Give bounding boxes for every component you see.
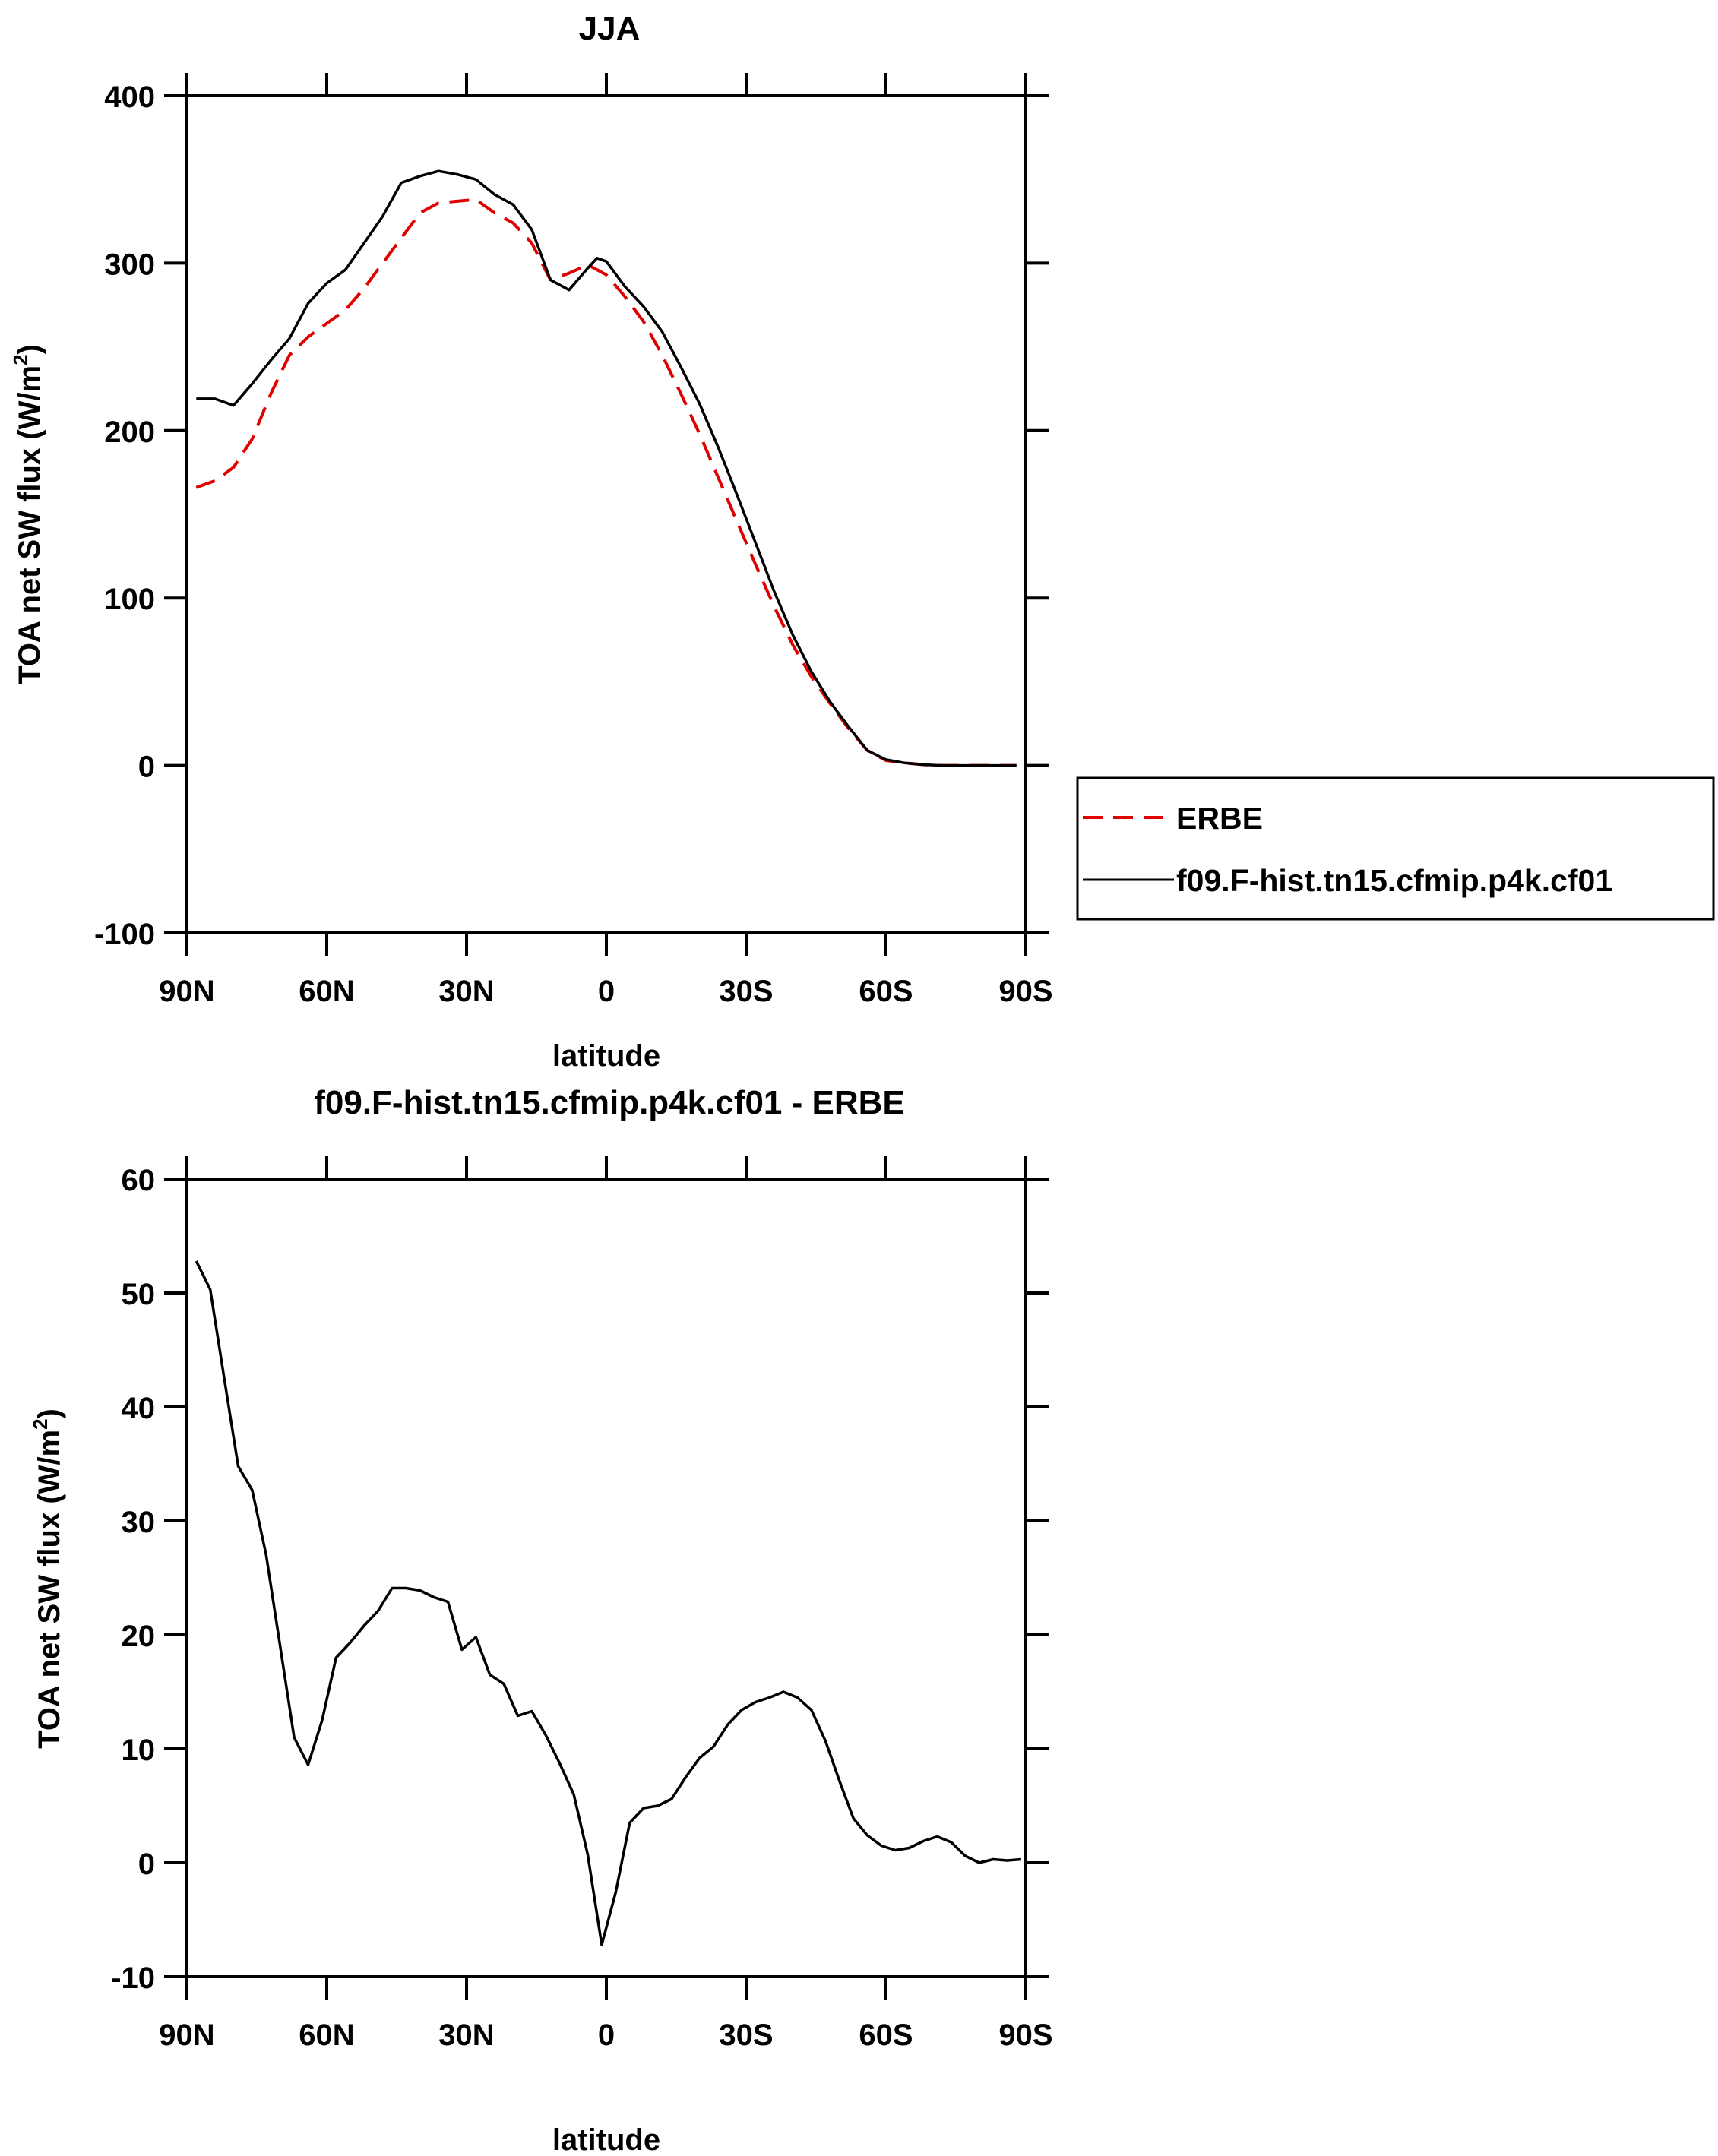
bottom-y-tick-label: 60 bbox=[122, 1164, 156, 1197]
bottom-x-axis-label: latitude bbox=[552, 2123, 660, 2156]
top-x-axis: 90N 60N 30N 0 30S 60S 90S bbox=[159, 73, 1053, 1008]
bottom-y-tick-label: 0 bbox=[138, 1848, 155, 1881]
top-y-label-end: ) bbox=[13, 344, 46, 354]
top-y-tick-label: 400 bbox=[104, 81, 155, 114]
bottom-x-tick-label: 90S bbox=[998, 2018, 1052, 2052]
bottom-x-tick-label: 0 bbox=[598, 2018, 615, 2052]
bottom-x-tick-label: 90N bbox=[159, 2018, 214, 2052]
top-x-tick-label: 0 bbox=[598, 975, 615, 1008]
top-y-label-superscript: 2 bbox=[9, 354, 32, 365]
top-y-label-main: TOA net SW flux (W/m bbox=[13, 365, 46, 684]
bottom-y-tick-label: 50 bbox=[122, 1278, 156, 1311]
bottom-plot-frame bbox=[185, 1178, 1027, 1978]
top-y-axis: -100 0 100 200 300 400 bbox=[94, 81, 1049, 951]
legend-label-erbe: ERBE bbox=[1176, 801, 1263, 836]
top-series-group bbox=[195, 169, 1017, 767]
bottom-x-tick-label: 60S bbox=[859, 2018, 913, 2052]
legend-label-model: f09.F-hist.tn15.cfmip.p4k.cf01 bbox=[1176, 863, 1612, 898]
bottom-y-axis: -10 0 10 20 30 40 50 60 bbox=[111, 1164, 1049, 1995]
bottom-y-tick-label: -10 bbox=[111, 1962, 155, 1995]
legend-box bbox=[1076, 776, 1715, 921]
top-series-line-erbe bbox=[195, 198, 1017, 767]
top-y-tick-label: -100 bbox=[94, 918, 155, 951]
bottom-y-label-superscript: 2 bbox=[29, 1418, 52, 1429]
top-y-axis-label: TOA net SW flux (W/m2) bbox=[9, 344, 46, 684]
bottom-y-tick-label: 20 bbox=[122, 1620, 156, 1653]
top-y-tick-label: 200 bbox=[104, 416, 155, 449]
top-y-tick-label: 0 bbox=[138, 751, 155, 784]
bottom-x-axis: 90N 60N 30N 0 30S 60S 90S bbox=[159, 1156, 1053, 2052]
top-y-tick-label: 100 bbox=[104, 583, 155, 616]
bottom-x-tick-label: 30N bbox=[438, 2018, 494, 2052]
bottom-x-tick-label: 60N bbox=[299, 2018, 354, 2052]
bottom-y-tick-label: 10 bbox=[122, 1734, 156, 1767]
bottom-series-line-1 bbox=[195, 1260, 1022, 1946]
top-x-tick-label: 30N bbox=[438, 975, 494, 1008]
bottom-y-axis-label: TOA net SW flux (W/m2) bbox=[29, 1408, 66, 1749]
top-y-tick-label: 300 bbox=[104, 248, 155, 281]
top-x-tick-label: 30S bbox=[719, 975, 773, 1008]
bottom-y-label-main: TOA net SW flux (W/m bbox=[33, 1430, 66, 1749]
bottom-series-group bbox=[195, 1260, 1022, 1946]
top-x-tick-label: 60S bbox=[859, 975, 913, 1008]
top-series-line-2 bbox=[196, 169, 1017, 767]
bottom-title: f09.F-hist.tn15.cfmip.p4k.cf01 - ERBE bbox=[314, 1084, 905, 1121]
top-title: JJA bbox=[579, 10, 641, 47]
bottom-y-tick-label: 40 bbox=[122, 1392, 156, 1425]
top-x-axis-label: latitude bbox=[552, 1039, 660, 1073]
top-x-tick-label: 60N bbox=[299, 975, 354, 1008]
top-x-tick-label: 90N bbox=[159, 975, 214, 1008]
bottom-y-label-end: ) bbox=[33, 1408, 66, 1418]
bottom-y-tick-label: 30 bbox=[122, 1506, 156, 1539]
bottom-x-tick-label: 30S bbox=[719, 2018, 773, 2052]
bottom-panel: f09.F-hist.tn15.cfmip.p4k.cf01 - ERBE -1… bbox=[29, 1084, 1053, 2156]
legend: ERBE f09.F-hist.tn15.cfmip.p4k.cf01 bbox=[1076, 776, 1715, 921]
top-plot-frame bbox=[185, 94, 1027, 934]
top-x-tick-label: 90S bbox=[998, 975, 1052, 1008]
